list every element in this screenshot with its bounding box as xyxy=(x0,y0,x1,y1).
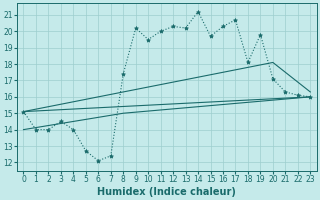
X-axis label: Humidex (Indice chaleur): Humidex (Indice chaleur) xyxy=(98,187,236,197)
